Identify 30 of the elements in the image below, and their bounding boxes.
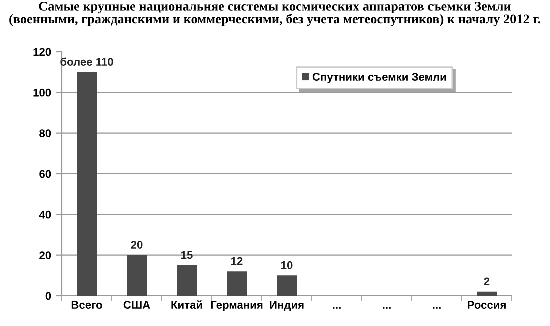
bar xyxy=(477,292,497,296)
y-tick-label: 20 xyxy=(40,252,52,260)
y-tick-label: 0 xyxy=(46,292,52,300)
x-tick-label: ... xyxy=(383,307,391,309)
chart-title: Самые крупные национальняе системы космических аппаратов съемки Земли (военными, гражданскими и коммерческими, без учета метеоспутников) к началу 2012 г. xyxy=(10,2,540,26)
y-tick-label: 40 xyxy=(39,210,52,219)
x-tick-label: Россия xyxy=(468,301,506,310)
data-label: 2 xyxy=(484,278,490,286)
x-tick-label: Китай xyxy=(172,300,202,310)
bar xyxy=(127,255,147,296)
data-label: 15 xyxy=(182,251,193,260)
y-tick-label: 120 xyxy=(34,48,52,56)
bar xyxy=(77,72,97,296)
bar xyxy=(277,276,297,296)
bar xyxy=(177,266,197,296)
x-tick-label: ... xyxy=(333,307,341,309)
data-label: 20 xyxy=(131,241,143,249)
legend-label: Спутники съемки Земли xyxy=(312,73,446,84)
y-tick-label: 60 xyxy=(40,170,52,178)
x-tick-label: Индия xyxy=(270,301,304,312)
x-tick-label: Германия xyxy=(211,301,263,312)
y-tick-label: 100 xyxy=(34,88,52,97)
x-tick-label: ... xyxy=(433,307,441,309)
x-tick-label: США xyxy=(124,301,150,310)
data-label: 10 xyxy=(282,261,293,270)
x-tick-label: Всего xyxy=(72,301,102,310)
y-tick-label: 80 xyxy=(40,130,52,138)
data-label: более 110 xyxy=(60,58,114,66)
bar xyxy=(227,272,247,296)
data-label: 12 xyxy=(232,257,243,266)
